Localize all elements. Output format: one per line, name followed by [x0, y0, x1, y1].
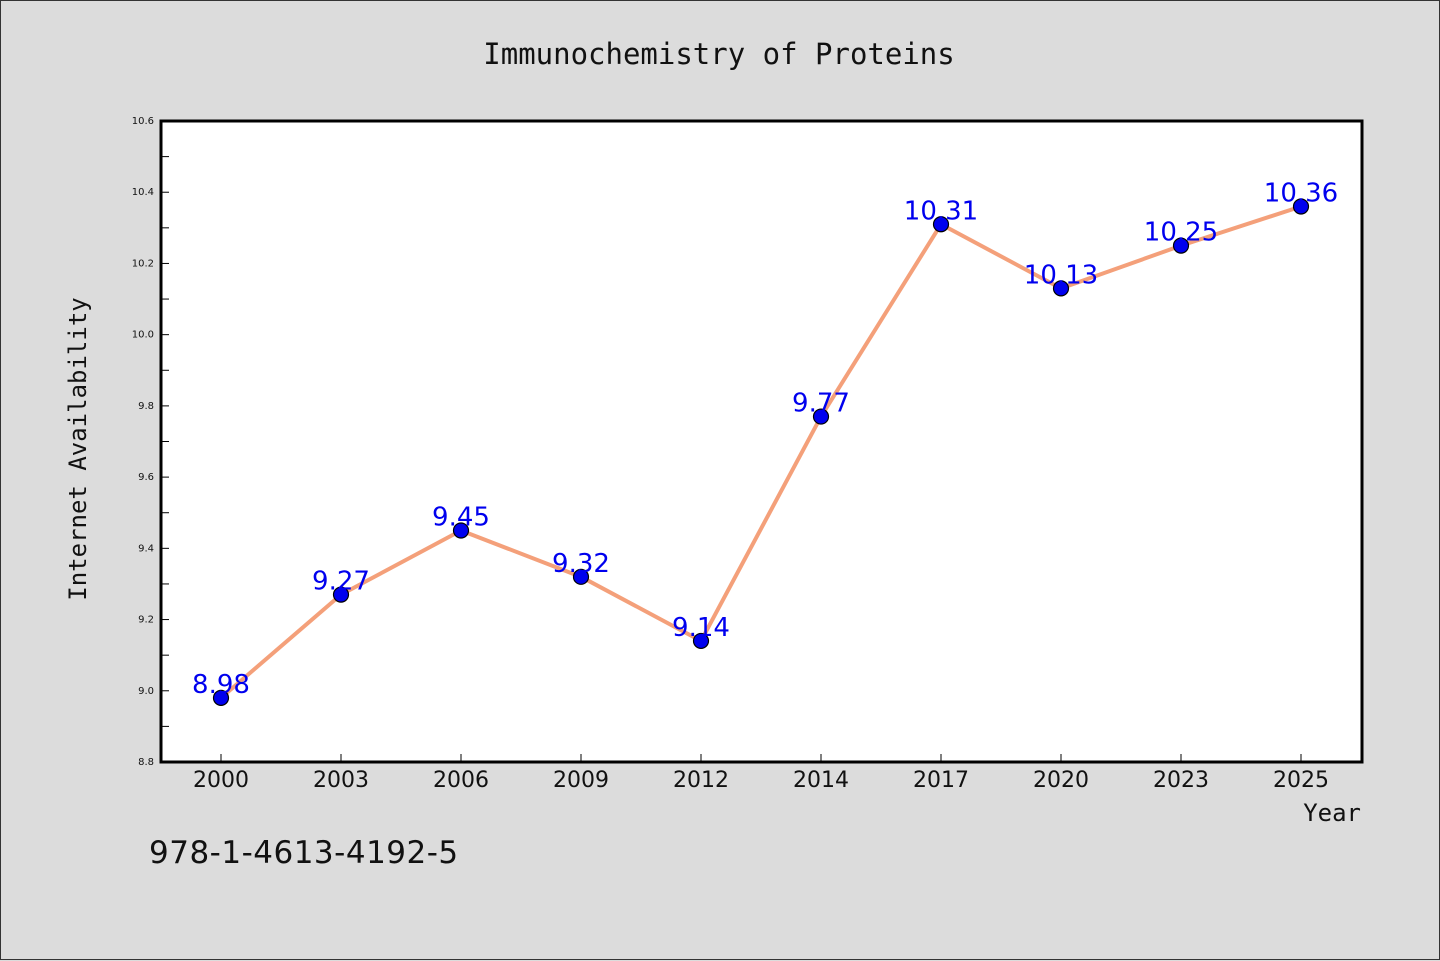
- data-point: [212, 689, 230, 707]
- data-points: [212, 198, 1310, 707]
- x-tick-label: 2003: [313, 768, 369, 793]
- y-tick-label: 10.6: [132, 116, 154, 127]
- data-label: 10.36: [1264, 178, 1338, 208]
- data-point: [572, 568, 590, 585]
- isbn-text: 978-1-4613-4192-5: [149, 835, 459, 871]
- chart-title: Immunochemistry of Proteins: [483, 37, 954, 71]
- y-tick-label: 9.2: [138, 615, 154, 626]
- x-tick-label: 2012: [673, 768, 729, 793]
- y-tick-label: 9.0: [138, 686, 154, 697]
- data-point: [1052, 280, 1070, 297]
- data-label: 10.13: [1024, 260, 1098, 290]
- x-tick-label: 2020: [1033, 768, 1089, 793]
- data-label: 9.32: [552, 549, 610, 579]
- data-label: 10.31: [904, 196, 978, 226]
- plot-area: [159, 119, 1364, 764]
- y-tick-label: 8.8: [138, 757, 154, 768]
- x-tick-label: 2000: [193, 768, 249, 793]
- data-label: 8.98: [192, 670, 250, 700]
- x-tick-label: 2023: [1153, 768, 1209, 793]
- data-point: [692, 632, 710, 650]
- series-line: [219, 204, 1303, 700]
- data-point: [452, 522, 470, 539]
- data-labels: 8.98 9.27 9.45 9.32 9.14 9.77 10.31 10.13 10.25 1…: [192, 178, 1338, 699]
- x-tick-label: 2025: [1273, 768, 1329, 793]
- y-axis: 8.8 9.0 9.2 9.4 9.6 9.8 10.0 10.2 10.4 10.6: [132, 116, 169, 768]
- y-tick-label: 10.2: [132, 258, 154, 269]
- y-axis-label: Internet Availability: [64, 297, 92, 600]
- data-point: [1172, 237, 1190, 254]
- data-point: [1292, 198, 1310, 215]
- data-label: 9.77: [792, 389, 850, 419]
- x-tick-label: 2017: [913, 768, 969, 793]
- data-point: [812, 408, 830, 425]
- y-tick-label: 9.4: [138, 543, 154, 554]
- x-tick-label: 2006: [433, 768, 489, 793]
- data-point: [932, 216, 950, 233]
- x-axis: 2000 2003 2006 2009 2012 2014 2017 2020 2023 2025: [193, 754, 1329, 793]
- y-tick-label: 9.8: [138, 401, 154, 412]
- y-tick-label: 10.0: [132, 330, 154, 341]
- data-label: 9.27: [312, 567, 370, 597]
- data-label: 10.25: [1144, 218, 1218, 248]
- data-label: 9.45: [432, 503, 490, 533]
- x-tick-label: 2014: [793, 768, 849, 793]
- series-line-group: [219, 204, 1303, 700]
- data-label: 9.14: [672, 613, 730, 643]
- data-point: [332, 586, 350, 603]
- x-tick-label: 2009: [553, 768, 609, 793]
- y-tick-label: 10.4: [132, 187, 154, 198]
- x-axis-label: Year: [1303, 799, 1361, 827]
- y-tick-label: 9.6: [138, 472, 154, 483]
